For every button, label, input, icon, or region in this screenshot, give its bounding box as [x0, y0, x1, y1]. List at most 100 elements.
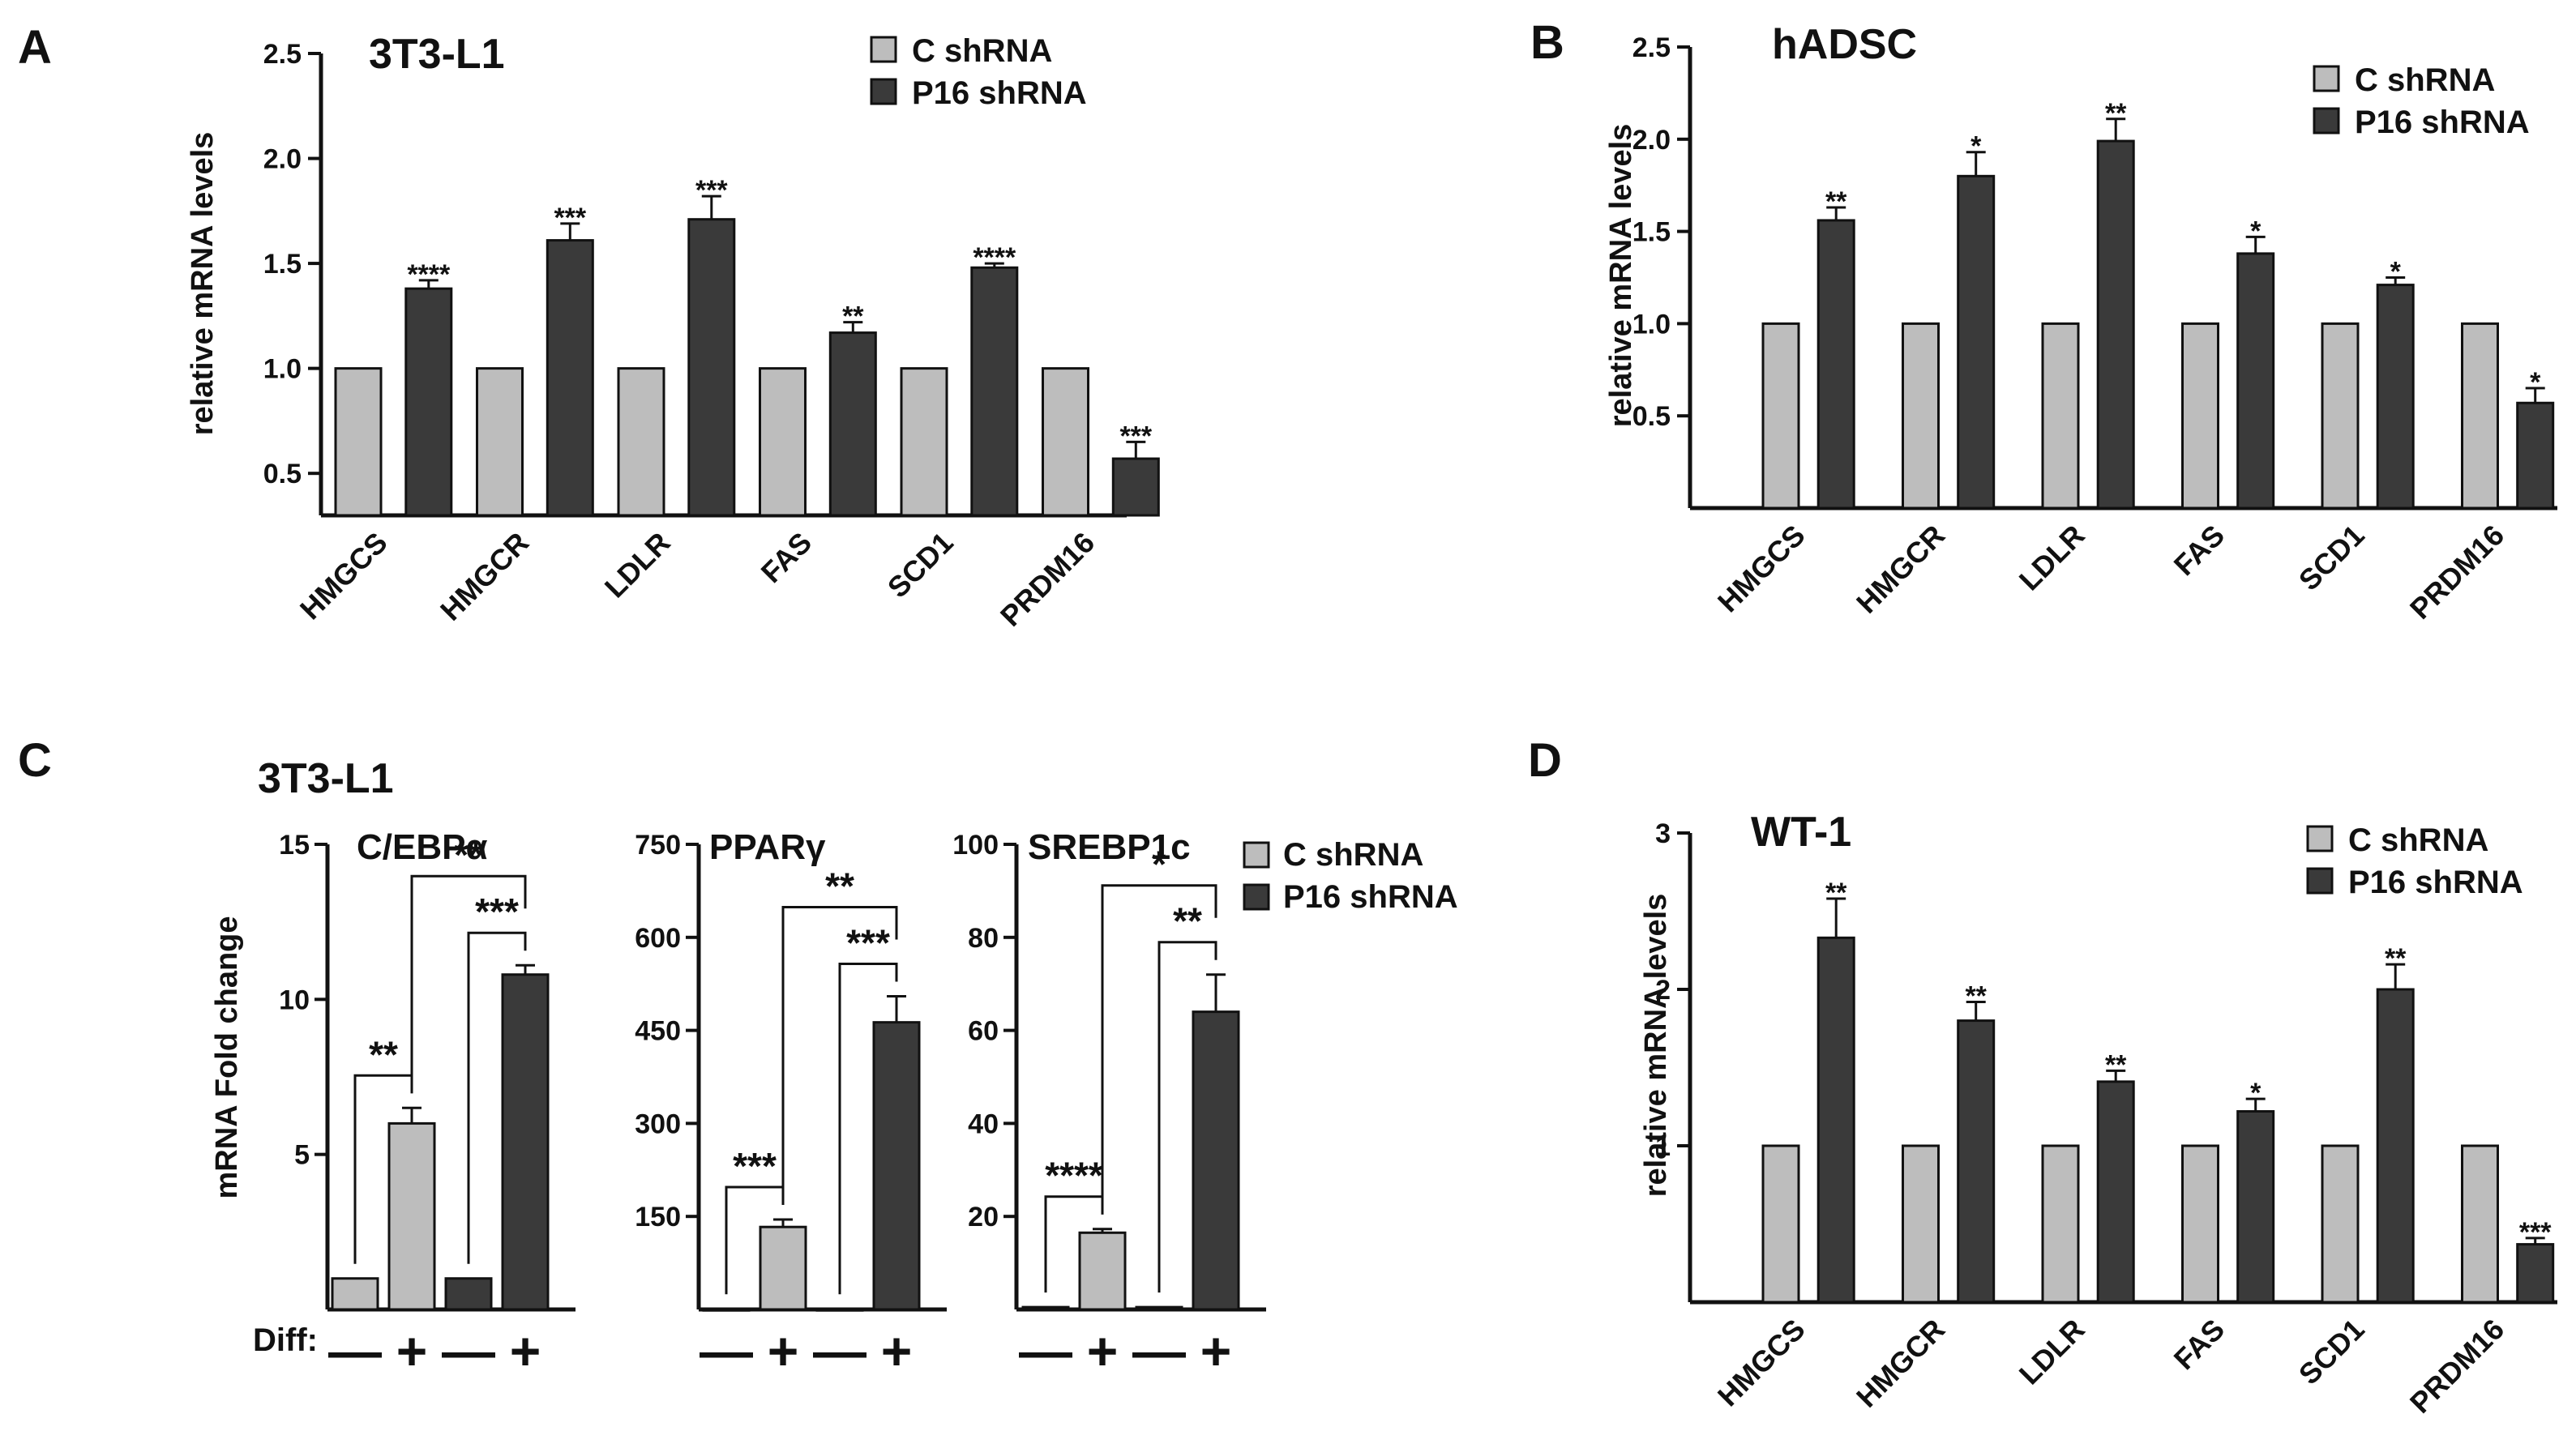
significance-label-C1: ** [825, 865, 854, 908]
diff-sign: — [442, 1321, 495, 1381]
p16-bar-B [1816, 219, 1855, 510]
p16-bar-B [1957, 174, 1996, 510]
significance-label-C0: *** [475, 891, 519, 933]
legend-label-control-B: C shRNA [2355, 62, 2495, 98]
diff-sign: + [510, 1321, 541, 1381]
diff-sign: + [881, 1321, 913, 1381]
p16-bar-D [2236, 1110, 2275, 1304]
p16-bar-B [2236, 252, 2275, 510]
p16-bar-A [546, 239, 594, 517]
control-bar-A [900, 367, 948, 517]
legend-label-control-A: C shRNA [912, 33, 1052, 69]
panel-letter-D: D [1528, 734, 1562, 787]
p16-bar-D [1957, 1019, 1996, 1304]
legend-label-p16-C: P16 shRNA [1283, 879, 1458, 915]
control-bar-C2 [1078, 1231, 1127, 1311]
diff-label: Diff: [253, 1322, 318, 1358]
chart-title-C: 3T3-L1 [258, 755, 394, 802]
category-label-B: LDLR [2013, 519, 2091, 597]
legend-swatch-p16-B [2313, 107, 2340, 135]
legend-swatch-p16-D [2306, 867, 2334, 895]
y-tick-label-D: 1 [1655, 1131, 1671, 1162]
y-tick-label-C2: 80 [968, 923, 999, 954]
p16-bar-B [2096, 139, 2135, 510]
category-label-D: SCD1 [2292, 1313, 2371, 1391]
p16-bar-D [2516, 1243, 2555, 1304]
p16-bar-D [1816, 936, 1855, 1304]
control-bar-D [1902, 1144, 1940, 1304]
y-axis-title-A: relative mRNA levels [186, 132, 220, 436]
control-bar-B [2181, 322, 2219, 510]
significance-label-A: **** [407, 259, 451, 290]
legend-swatch-control-C [1243, 841, 1270, 869]
diff-sign: — [328, 1321, 382, 1381]
p16-bar-A [687, 218, 736, 517]
p16-bar-C0 [444, 1277, 493, 1311]
significance-bracket-C2 [1101, 884, 1217, 1215]
y-tick-label-A: 1.0 [263, 354, 302, 385]
subplot-title-2: SREBP1c [1028, 827, 1191, 867]
legend-label-p16-D: P16 shRNA [2348, 865, 2523, 900]
category-label-A: LDLR [598, 526, 677, 604]
control-bar-C1 [759, 1225, 807, 1311]
significance-label-D: ** [1825, 878, 1847, 908]
y-tick-label-C1: 450 [635, 1016, 681, 1047]
legend-label-p16-A: P16 shRNA [912, 75, 1087, 111]
significance-label-B: ** [2105, 98, 2127, 129]
p16-bar-A [970, 266, 1019, 517]
significance-bracket-C0 [410, 874, 527, 1094]
y-tick-label-C2: 60 [968, 1016, 999, 1047]
legend-swatch-p16-C [1243, 883, 1270, 911]
significance-label-D: ** [1965, 980, 1987, 1011]
control-bar-C0 [387, 1121, 436, 1311]
control-bar-A [759, 367, 807, 517]
significance-label-C2: **** [1045, 1155, 1103, 1197]
diff-sign: — [1132, 1321, 1186, 1381]
significance-bracket-C1 [781, 906, 898, 1206]
chart-title-D: WT-1 [1751, 809, 1851, 856]
y-tick-label-A: 2.0 [263, 144, 302, 175]
y-tick-label-B: 1.0 [1632, 309, 1671, 340]
significance-label-C1: *** [846, 922, 890, 964]
control-bar-C1 [702, 1307, 751, 1312]
y-tick-label-C2: 100 [952, 830, 999, 861]
category-label-D: LDLR [2013, 1313, 2091, 1391]
control-bar-B [1902, 322, 1940, 510]
p16-bar-D [2096, 1080, 2135, 1304]
category-label-A: HMGCS [293, 526, 394, 626]
significance-label-B: * [2250, 216, 2261, 246]
legend-label-control-C: C shRNA [1283, 837, 1423, 873]
legend-swatch-p16-A [870, 78, 897, 105]
diff-sign: — [1019, 1321, 1072, 1381]
significance-bracket-C1 [838, 963, 898, 1295]
control-bar-B [1761, 322, 1800, 510]
significance-label-A: **** [973, 242, 1016, 273]
y-tick-label-C0: 5 [294, 1140, 310, 1171]
y-tick-label-B: 1.5 [1632, 217, 1671, 248]
p16-bar-C2 [1192, 1010, 1240, 1311]
significance-bracket-C0 [467, 931, 527, 1264]
significance-label-C1: *** [733, 1145, 777, 1187]
panel-letter-C: C [18, 734, 52, 787]
significance-label-B: * [2530, 367, 2541, 398]
control-bar-A [617, 367, 665, 517]
y-tick-label-B: 2.5 [1632, 32, 1671, 63]
y-tick-label-C1: 300 [635, 1108, 681, 1139]
control-bar-A [476, 367, 524, 517]
significance-label-D: * [2250, 1078, 2261, 1108]
y-tick-label-C0: 15 [279, 830, 310, 861]
p16-bar-A [404, 287, 453, 517]
y-tick-label-B: 0.5 [1632, 401, 1671, 432]
diff-sign: + [1087, 1321, 1119, 1381]
significance-label-A: ** [842, 301, 864, 332]
y-tick-label-C2: 40 [968, 1108, 999, 1139]
y-axis-title-C: mRNA Fold change [210, 916, 244, 1198]
y-tick-label-D: 3 [1655, 818, 1671, 849]
category-label-B: SCD1 [2292, 519, 2371, 597]
p16-bar-A [1111, 457, 1160, 517]
legend-label-p16-B: P16 shRNA [2355, 105, 2530, 140]
p16-bar-C0 [501, 973, 550, 1311]
legend-swatch-control-A [870, 36, 897, 63]
diff-sign: + [396, 1321, 428, 1381]
legend-swatch-control-D [2306, 825, 2334, 852]
